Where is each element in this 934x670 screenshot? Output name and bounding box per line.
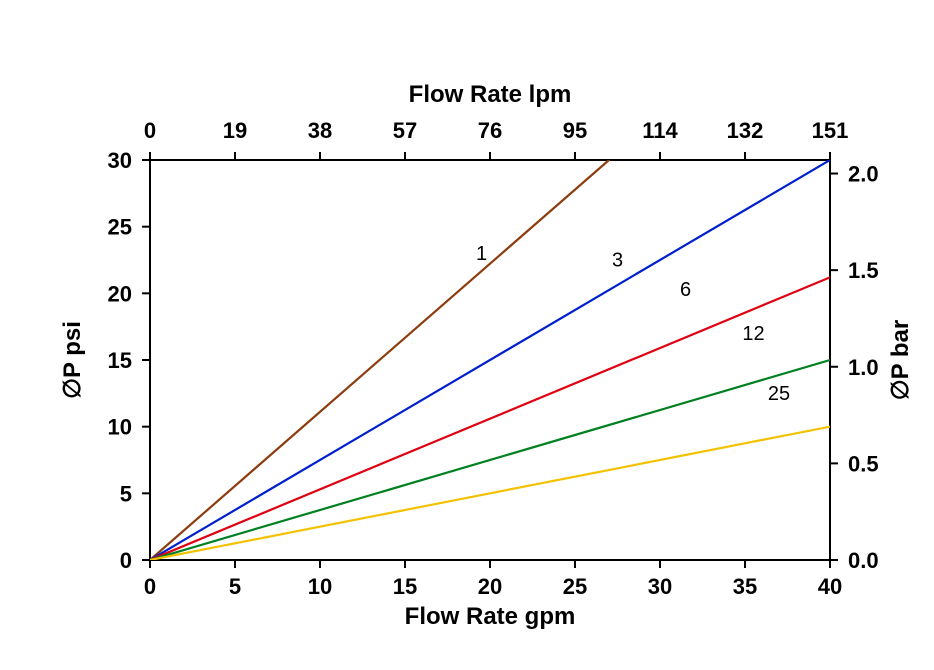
y-right-tick-label: 2.0 xyxy=(848,162,879,187)
y-left-tick-label: 5 xyxy=(120,481,132,506)
y-left-tick-label: 30 xyxy=(108,148,132,173)
x-top-tick-label: 38 xyxy=(308,118,332,143)
y-right-tick-label: 1.5 xyxy=(848,258,879,283)
series-label: 6 xyxy=(680,279,691,301)
y-left-tick-label: 25 xyxy=(108,215,132,240)
x-top-tick-label: 0 xyxy=(144,118,156,143)
series-label: 3 xyxy=(612,250,623,272)
y-left-tick-label: 20 xyxy=(108,281,132,306)
x-top-tick-label: 151 xyxy=(812,118,849,143)
x-bottom-tick-label: 20 xyxy=(478,574,502,599)
y-left-title: ∅P psi xyxy=(59,321,86,399)
series-label: 25 xyxy=(768,383,790,405)
x-bottom-tick-label: 40 xyxy=(818,574,842,599)
y-right-title: ∅P bar xyxy=(887,320,914,401)
x-top-tick-label: 95 xyxy=(563,118,587,143)
series-label: 12 xyxy=(742,323,764,345)
y-left-tick-label: 10 xyxy=(108,415,132,440)
x-bottom-tick-label: 5 xyxy=(229,574,241,599)
x-bottom-title: Flow Rate gpm xyxy=(405,603,576,630)
x-top-tick-label: 57 xyxy=(393,118,417,143)
y-left-tick-label: 15 xyxy=(108,348,132,373)
x-top-tick-label: 114 xyxy=(642,118,678,143)
x-top-tick-label: 19 xyxy=(223,118,247,143)
y-right-tick-label: 1.0 xyxy=(848,355,879,380)
x-top-tick-label: 132 xyxy=(727,118,764,143)
x-bottom-tick-label: 30 xyxy=(648,574,672,599)
chart-svg: 0510152025303540Flow Rate gpm01938577695… xyxy=(0,0,934,670)
x-bottom-tick-label: 10 xyxy=(308,574,332,599)
pressure-flow-chart: 0510152025303540Flow Rate gpm01938577695… xyxy=(0,0,934,670)
series-label: 1 xyxy=(476,243,487,265)
y-left-tick-label: 0 xyxy=(120,548,132,573)
y-right-tick-label: 0.5 xyxy=(848,451,879,476)
x-bottom-tick-label: 25 xyxy=(563,574,587,599)
x-bottom-tick-label: 35 xyxy=(733,574,757,599)
x-top-title: Flow Rate lpm xyxy=(409,81,572,108)
y-right-tick-label: 0.0 xyxy=(848,548,879,573)
x-bottom-tick-label: 15 xyxy=(393,574,417,599)
x-top-tick-label: 76 xyxy=(478,118,502,143)
x-bottom-tick-label: 0 xyxy=(144,574,156,599)
